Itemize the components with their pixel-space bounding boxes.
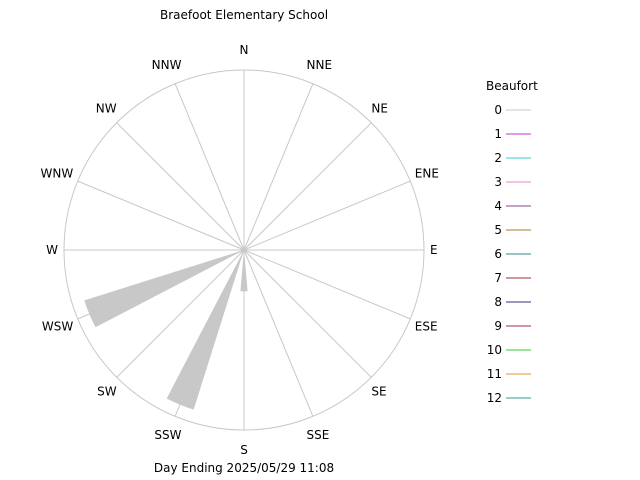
direction-spokes [64, 70, 424, 430]
direction-label-nw: NW [96, 102, 117, 116]
spoke-ese [243, 249, 411, 320]
spoke-se [243, 249, 372, 378]
petal-wsw [84, 250, 243, 328]
legend-label-0: 0 [494, 103, 502, 117]
spoke-nw [116, 122, 245, 251]
direction-label-nne: NNE [307, 58, 333, 72]
spoke-nnw [174, 83, 245, 251]
legend-label-2: 2 [494, 151, 502, 165]
legend-label-11: 11 [487, 367, 502, 381]
spoke-wnw [77, 180, 245, 251]
legend-label-9: 9 [494, 319, 502, 333]
direction-label-se: SE [371, 384, 386, 398]
legend-label-3: 3 [494, 175, 502, 189]
direction-label-ese: ESE [415, 320, 438, 334]
legend-label-1: 1 [494, 127, 502, 141]
legend-label-12: 12 [487, 391, 502, 405]
direction-label-ssw: SSW [154, 428, 181, 442]
direction-label-w: W [46, 243, 58, 257]
legend-label-6: 6 [494, 247, 502, 261]
petal-ssw [166, 251, 244, 410]
legend-label-7: 7 [494, 271, 502, 285]
direction-label-wnw: WNW [41, 166, 74, 180]
legend-label-10: 10 [487, 343, 502, 357]
legend-label-8: 8 [494, 295, 502, 309]
direction-label-ene: ENE [415, 166, 439, 180]
spoke-nne [243, 83, 314, 251]
chart-title: Braefoot Elementary School [160, 8, 328, 22]
direction-label-nnw: NNW [152, 58, 182, 72]
legend-title: Beaufort [486, 79, 538, 93]
spoke-sse [243, 249, 314, 417]
direction-label-sw: SW [97, 384, 117, 398]
direction-label-e: E [430, 243, 438, 257]
spoke-sw [116, 249, 245, 378]
direction-label-s: S [240, 443, 248, 457]
petal-s [240, 251, 248, 292]
petals [84, 250, 248, 410]
direction-label-sse: SSE [307, 428, 330, 442]
legend-label-5: 5 [494, 223, 502, 237]
spoke-ne [243, 122, 372, 251]
direction-label-ne: NE [371, 102, 388, 116]
chart-subtitle: Day Ending 2025/05/29 11:08 [154, 461, 334, 475]
legend-label-4: 4 [494, 199, 502, 213]
direction-labels: N NNE NE ENE E ESE SE SSE S SSW SW WSW W WNW NW NNW [41, 43, 439, 457]
direction-label-n: N [240, 43, 249, 57]
spoke-ene [243, 180, 411, 251]
direction-label-wsw: WSW [42, 320, 73, 334]
